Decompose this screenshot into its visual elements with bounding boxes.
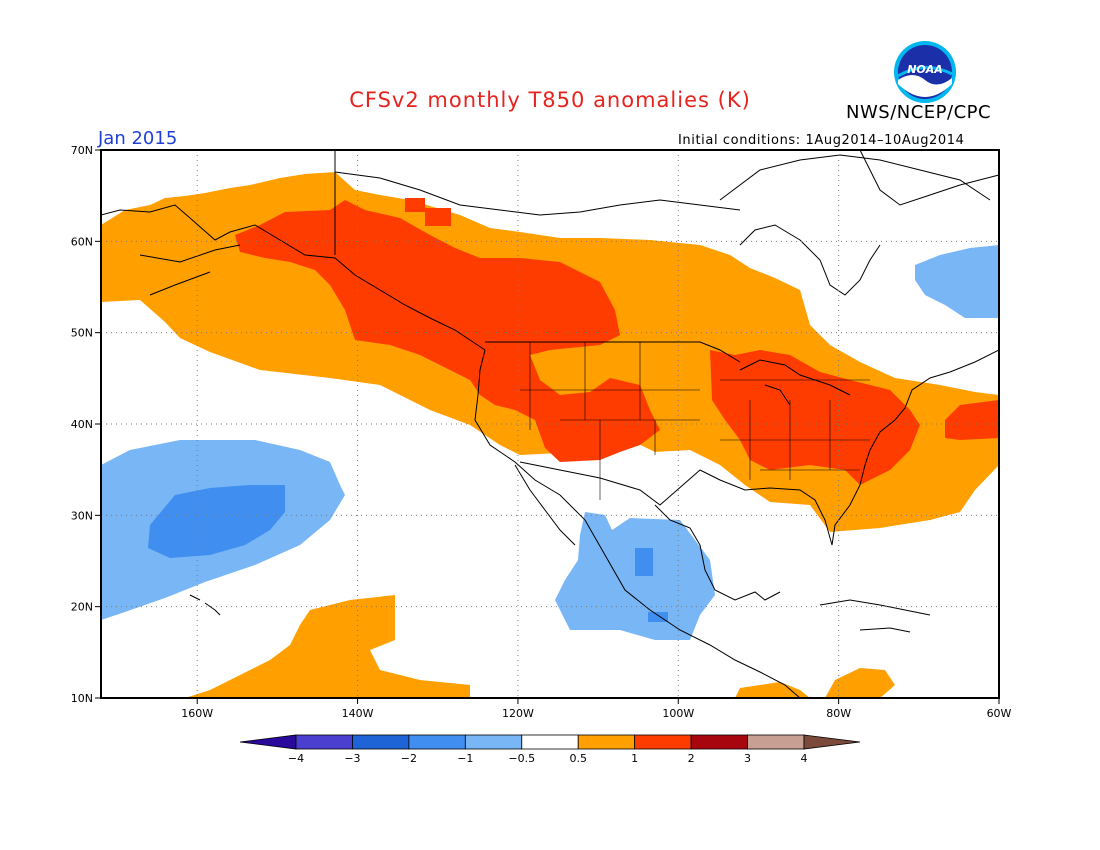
colorbar-box bbox=[352, 734, 410, 750]
anomaly-patch-hot-1 bbox=[405, 198, 425, 212]
colorbar-box bbox=[634, 734, 692, 750]
anomaly-region-hot-atlantic bbox=[945, 400, 999, 440]
colorbar-label: 4 bbox=[801, 752, 808, 765]
state-lines-west bbox=[520, 342, 700, 500]
anomaly-patch-cold-mexico-2 bbox=[648, 612, 668, 622]
lon-tick-label: 140W bbox=[342, 707, 374, 720]
lat-tick-label: 20N bbox=[71, 601, 93, 614]
lat-tick-label: 10N bbox=[71, 692, 93, 705]
anomaly-patch-hot-2 bbox=[425, 208, 451, 226]
state-lines-east bbox=[720, 379, 870, 480]
state-borders bbox=[520, 342, 870, 500]
colorbar-label: 1 bbox=[631, 752, 638, 765]
colorbar-label: 0.5 bbox=[569, 752, 587, 765]
anomaly-region-cold-pacific bbox=[148, 485, 285, 558]
colorbar-min-arrow bbox=[239, 734, 297, 750]
colorbar-label: 2 bbox=[688, 752, 695, 765]
colorbar-box bbox=[408, 734, 466, 750]
coastline-hawaii bbox=[189, 594, 221, 616]
anomaly-region-cool-labrador bbox=[915, 245, 999, 318]
colorbar-label: −3 bbox=[344, 752, 360, 765]
coastline-caribbean bbox=[819, 599, 931, 633]
lat-tick-label: 60N bbox=[71, 235, 93, 248]
coastline-greenland bbox=[859, 150, 999, 206]
colorbar-box bbox=[747, 734, 805, 750]
lat-tick-label: 30N bbox=[71, 509, 93, 522]
coastline-hudson-bay bbox=[739, 224, 881, 296]
lat-tick-label: 50N bbox=[71, 327, 93, 340]
colorbar-boxes bbox=[239, 734, 861, 750]
coastline-baja bbox=[514, 464, 576, 546]
colorbar-box bbox=[521, 734, 579, 750]
colorbar-box bbox=[464, 734, 523, 750]
colorbar-box bbox=[690, 734, 748, 750]
lat-tick-label: 40N bbox=[71, 418, 93, 431]
anomaly-region-warm-caribbean bbox=[735, 668, 895, 698]
coastline-great-lakes bbox=[739, 359, 851, 406]
coastline-west-coast bbox=[474, 349, 801, 698]
us-canada-border bbox=[485, 341, 741, 363]
anomaly-region-hot-east bbox=[710, 350, 920, 485]
colorbar-box bbox=[295, 734, 353, 750]
coastlines bbox=[101, 150, 999, 698]
forecast-period: Jan 2015 bbox=[98, 128, 178, 149]
agency-label: NWS/NCEP/CPC bbox=[846, 102, 992, 123]
latitude-labels: 70N 60N 50N 40N 30N 20N 10N bbox=[71, 144, 101, 705]
lon-tick-label: 60W bbox=[987, 707, 1012, 720]
colorbar-label: −4 bbox=[288, 752, 304, 765]
anomaly-shading bbox=[101, 172, 999, 698]
colorbar-labels: −4 −3 −2 −1 −0.5 0.5 1 2 3 4 bbox=[288, 752, 808, 765]
coastline-gulf bbox=[654, 469, 833, 601]
noaa-logo: NOAA bbox=[894, 41, 956, 103]
initial-conditions: Initial conditions: 1Aug2014–10Aug2014 bbox=[678, 133, 965, 148]
lon-tick-label: 160W bbox=[181, 707, 213, 720]
lon-tick-label: 120W bbox=[502, 707, 534, 720]
chart-title: CFSv2 monthly T850 anomalies (K) bbox=[349, 88, 751, 112]
logo-text: NOAA bbox=[907, 63, 943, 76]
colorbar-label: −0.5 bbox=[508, 752, 535, 765]
anomaly-region-warm-pacific bbox=[185, 595, 470, 698]
colorbar-label: −1 bbox=[457, 752, 473, 765]
coastline-alaska bbox=[101, 204, 486, 351]
anomaly-region-hot-west bbox=[235, 200, 660, 462]
coastline-arctic bbox=[334, 154, 991, 216]
lat-tick-label: 70N bbox=[71, 144, 93, 157]
anomaly-patch-cold-mexico bbox=[635, 548, 653, 576]
lon-tick-label: 80W bbox=[826, 707, 851, 720]
colorbar-label: −2 bbox=[401, 752, 417, 765]
lon-tick-label: 100W bbox=[662, 707, 694, 720]
colorbar-box bbox=[577, 734, 636, 750]
coastline-east-coast bbox=[831, 349, 999, 546]
colorbar-label: 3 bbox=[744, 752, 751, 765]
anomaly-map: 70N 60N 50N 40N 30N 20N 10N 160W 140W 120W 100W 80… bbox=[71, 144, 1012, 720]
longitude-labels: 160W 140W 120W 100W 80W 60W bbox=[181, 698, 1012, 720]
us-mexico-border bbox=[519, 461, 701, 506]
colorbar-max-arrow bbox=[803, 734, 861, 750]
